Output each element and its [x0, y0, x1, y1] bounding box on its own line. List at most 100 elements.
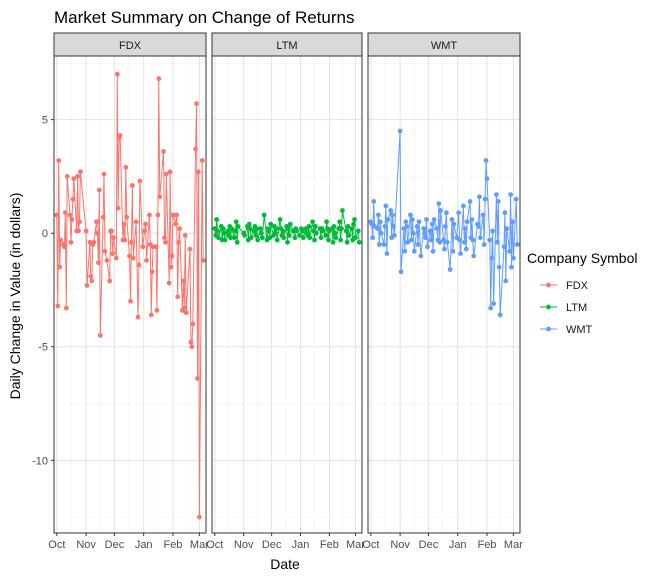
- data-point: [408, 212, 413, 218]
- data-point: [101, 171, 107, 177]
- legend-label: FDX: [566, 280, 589, 292]
- data-point: [345, 224, 351, 229]
- data-point: [235, 224, 241, 229]
- data-point: [91, 239, 97, 245]
- data-point: [190, 321, 196, 327]
- series-points-wmt: [368, 128, 520, 318]
- x-tick-label: Nov: [234, 539, 254, 551]
- data-point: [281, 235, 287, 241]
- data-point: [332, 230, 338, 236]
- data-point: [392, 233, 397, 238]
- data-point: [507, 248, 512, 254]
- data-point: [286, 233, 292, 238]
- data-point: [425, 244, 430, 250]
- data-point: [352, 217, 357, 222]
- x-tick-label: Mar: [346, 539, 365, 551]
- data-point: [133, 219, 139, 225]
- data-point: [450, 248, 456, 254]
- data-point: [300, 235, 306, 241]
- data-point: [403, 219, 409, 225]
- data-point: [274, 237, 280, 243]
- data-point: [423, 235, 428, 241]
- data-point: [476, 224, 481, 229]
- data-point: [427, 228, 433, 234]
- y-axis-title: Daily Change in Value (in dollars): [7, 193, 23, 400]
- data-point: [268, 221, 274, 227]
- data-point: [436, 201, 442, 207]
- facet-ltm: LTM Oct Nov Dec Jan Feb Mar: [206, 32, 365, 551]
- y-tick-label: 0: [42, 228, 48, 240]
- x-axis: Oct Nov Dec Jan Feb Mar: [362, 533, 523, 551]
- data-point: [306, 224, 312, 229]
- data-point: [385, 217, 391, 222]
- data-point: [333, 235, 339, 241]
- data-point: [330, 239, 336, 245]
- data-point: [490, 228, 495, 234]
- facet-fdx: FDX Oct Nov Dec Jan Feb Mar: [48, 32, 209, 551]
- x-tick-label: Feb: [163, 539, 182, 551]
- data-point: [456, 210, 461, 216]
- data-point: [214, 217, 220, 222]
- legend-key-point: [546, 304, 551, 310]
- data-point: [200, 258, 206, 263]
- data-point: [169, 253, 175, 259]
- y-axis: 5 0 -5 -10: [32, 115, 54, 467]
- data-point: [337, 219, 342, 225]
- chart-title: Market Summary on Change of Returns: [54, 8, 354, 27]
- data-point: [62, 210, 68, 216]
- data-point: [464, 219, 470, 225]
- data-point: [287, 221, 293, 227]
- data-point: [444, 210, 449, 216]
- data-point: [477, 194, 482, 200]
- data-point: [70, 196, 76, 202]
- data-point: [153, 244, 159, 250]
- legend-key-point: [546, 282, 551, 288]
- data-point: [215, 228, 221, 234]
- data-point: [168, 264, 174, 270]
- data-point: [397, 128, 403, 134]
- data-point: [509, 264, 514, 270]
- x-tick-label: Dec: [262, 539, 282, 551]
- x-tick-label: Jan: [135, 539, 153, 551]
- data-point: [154, 308, 160, 313]
- data-point: [258, 226, 263, 232]
- data-point: [496, 264, 502, 270]
- data-point: [398, 269, 404, 275]
- data-point: [102, 248, 108, 254]
- data-point: [391, 224, 396, 229]
- data-point: [489, 255, 495, 261]
- data-point: [429, 221, 435, 227]
- data-point: [232, 228, 238, 234]
- data-point: [297, 233, 302, 238]
- data-point: [180, 278, 186, 284]
- data-point: [467, 199, 473, 204]
- data-point: [71, 176, 77, 182]
- panel-border: [211, 55, 363, 534]
- panel-background: [212, 56, 362, 533]
- data-point: [177, 226, 183, 232]
- data-point: [75, 174, 80, 179]
- data-point: [415, 242, 421, 247]
- data-point: [149, 269, 155, 275]
- data-point: [437, 239, 443, 245]
- data-point: [349, 226, 355, 232]
- data-point: [356, 239, 362, 245]
- data-point: [312, 237, 317, 243]
- data-point: [193, 146, 199, 152]
- data-point: [501, 244, 507, 250]
- data-point: [457, 237, 462, 243]
- data-point: [323, 233, 329, 238]
- data-point: [107, 278, 113, 284]
- data-point: [68, 239, 74, 245]
- data-point: [266, 228, 272, 234]
- data-point: [64, 174, 70, 179]
- data-point: [313, 224, 318, 229]
- data-point: [416, 219, 422, 225]
- data-point: [174, 212, 180, 218]
- data-point: [390, 212, 395, 218]
- data-point: [480, 212, 486, 218]
- data-point: [470, 237, 476, 243]
- data-point: [196, 169, 201, 175]
- data-point: [127, 253, 132, 259]
